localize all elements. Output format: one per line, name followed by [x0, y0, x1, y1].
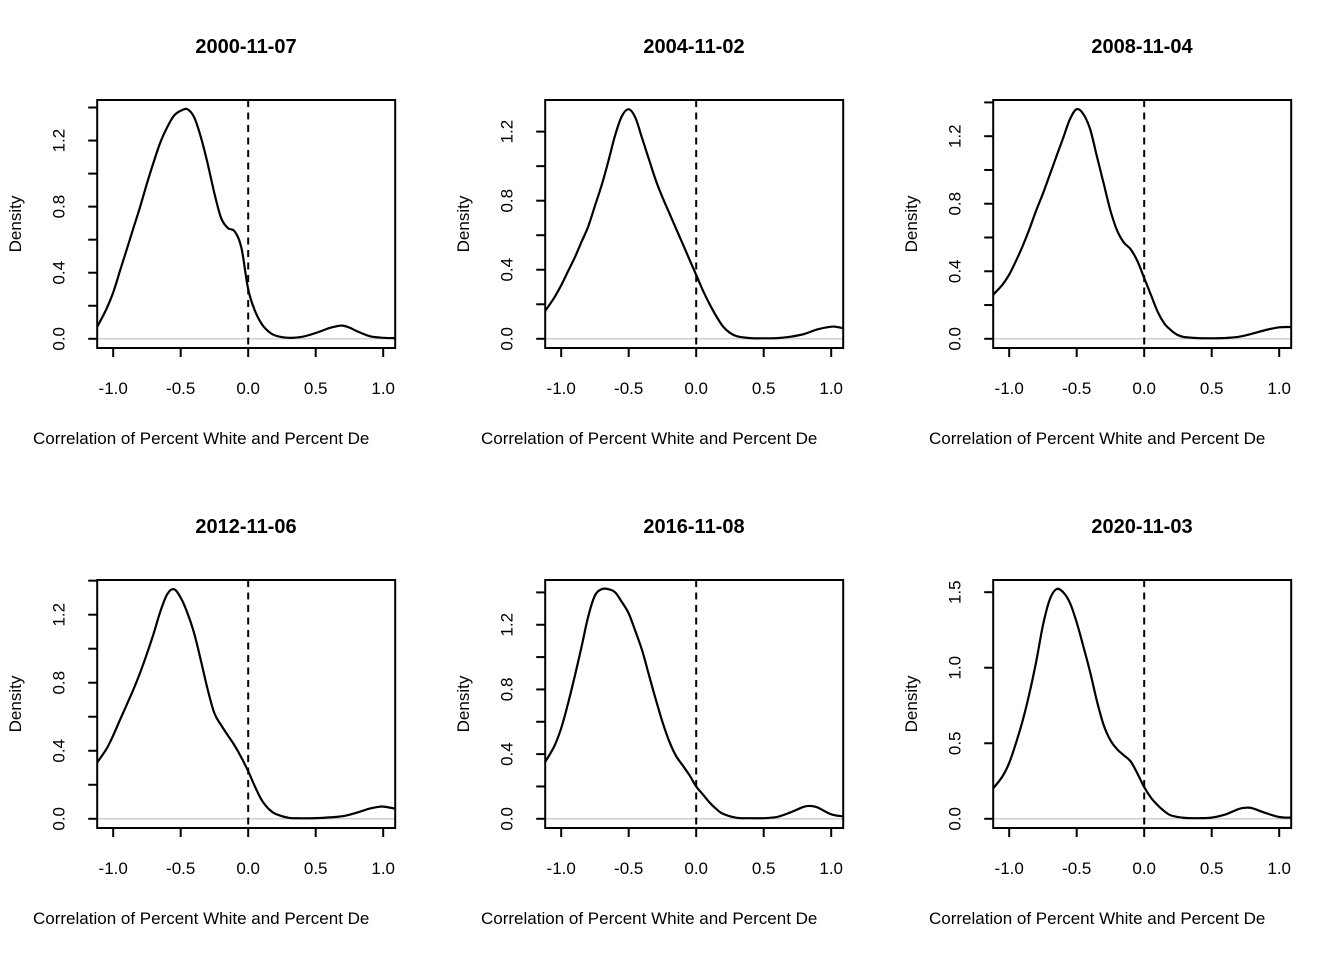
panel-title: 2008-11-04 — [1091, 36, 1193, 58]
x-axis-label: Correlation of Percent White and Percent… — [33, 909, 370, 928]
y-tick-label: 0.4 — [497, 742, 516, 766]
plot-box — [96, 99, 397, 349]
x-tick-label: 0.0 — [684, 379, 708, 398]
x-tick-label: 1.0 — [1267, 379, 1291, 398]
density-curve — [97, 107, 396, 340]
x-tick-label: 0.0 — [236, 379, 260, 398]
x-tick-label: -1.0 — [995, 859, 1024, 878]
y-axis-label: Density — [6, 675, 25, 733]
y-tick-label: 1.5 — [945, 580, 964, 604]
y-axis-label: Density — [902, 675, 921, 733]
plot-box — [544, 579, 845, 829]
x-axis-label: Correlation of Percent White and Percent… — [929, 909, 1266, 928]
density-curve — [993, 107, 1292, 340]
plot-box — [544, 99, 845, 349]
y-tick-label: 0.5 — [945, 731, 964, 755]
density-plot-canvas: -1.0 -0.5 0.0 0.5 1.0 0.0 0.5 1.0 1.5 — [945, 579, 1293, 878]
x-axis-label: Correlation of Percent White and Percent… — [929, 429, 1266, 448]
x-tick-label: 0.0 — [1132, 859, 1156, 878]
x-tick-label: -1.0 — [995, 379, 1024, 398]
panel-title: 2000-11-07 — [195, 36, 297, 58]
x-tick-label: -1.0 — [99, 859, 128, 878]
y-axis-label: Density — [902, 195, 921, 253]
y-tick-label: 0.8 — [946, 192, 965, 216]
x-tick-label: 1.0 — [1267, 859, 1291, 878]
y-tick-label: 0.8 — [50, 195, 69, 219]
y-tick-label: 0.0 — [49, 327, 68, 351]
y-tick-label: 0.0 — [945, 327, 964, 351]
plot-box — [992, 99, 1293, 349]
density-curve — [97, 588, 396, 820]
y-axis-label: Density — [454, 195, 473, 253]
panel-title: 2020-11-03 — [1091, 516, 1193, 538]
x-tick-label: -1.0 — [99, 379, 128, 398]
y-axis-label: Density — [454, 675, 473, 733]
panel-title: 2012-11-06 — [195, 516, 297, 538]
x-tick-label: -0.5 — [1062, 379, 1091, 398]
plot-box — [992, 579, 1293, 829]
y-tick-label: 0.4 — [49, 739, 68, 763]
x-tick-label: 0.5 — [752, 859, 776, 878]
y-tick-label: 0.0 — [945, 807, 964, 831]
x-tick-label: -0.5 — [166, 859, 195, 878]
panel-title: 2016-11-08 — [643, 516, 745, 538]
x-axis-label: Correlation of Percent White and Percent… — [481, 429, 818, 448]
density-plot-canvas: -1.0 -0.5 0.0 0.5 1.0 0.0 0.4 0.8 1.2 — [49, 99, 397, 398]
y-tick-label: 0.8 — [497, 189, 516, 213]
x-tick-label: -0.5 — [614, 379, 643, 398]
y-tick-label: 0.8 — [498, 678, 517, 702]
density-curve — [545, 587, 844, 820]
y-tick-label: 0.4 — [498, 258, 517, 282]
x-tick-label: 0.5 — [752, 379, 776, 398]
y-tick-label: 0.4 — [50, 261, 69, 285]
y-tick-label: 0.0 — [497, 807, 516, 831]
y-tick-label: 1.0 — [946, 656, 965, 680]
x-tick-label: 0.5 — [1200, 859, 1224, 878]
x-tick-label: 0.0 — [236, 859, 260, 878]
x-tick-label: 0.5 — [1200, 379, 1224, 398]
x-tick-label: 0.0 — [1132, 379, 1156, 398]
y-tick-label: 1.2 — [49, 603, 68, 627]
x-tick-label: -0.5 — [1062, 859, 1091, 878]
x-tick-label: 1.0 — [371, 859, 395, 878]
density-curve — [545, 108, 844, 340]
x-tick-label: 0.5 — [304, 859, 328, 878]
x-tick-label: 1.0 — [819, 859, 843, 878]
density-plot-canvas: -1.0 -0.5 0.0 0.5 1.0 0.0 0.4 0.8 1.2 — [497, 99, 845, 398]
x-tick-label: -1.0 — [547, 859, 576, 878]
panel-2004-11-02: -1.0 -0.5 0.0 0.5 1.0 0.0 0.4 0.8 1.2 2004-11-02… — [448, 0, 896, 480]
x-tick-label: -0.5 — [614, 859, 643, 878]
x-tick-label: 0.0 — [684, 859, 708, 878]
y-tick-label: 0.4 — [945, 259, 964, 283]
y-tick-label: 0.0 — [497, 327, 516, 351]
panel-2012-11-06: -1.0 -0.5 0.0 0.5 1.0 0.0 0.4 0.8 1.2 2012-11-06… — [0, 480, 448, 960]
y-tick-label: 0.8 — [50, 671, 69, 695]
panel-2020-11-03: -1.0 -0.5 0.0 0.5 1.0 0.0 0.5 1.0 1.5 2020-11-03… — [896, 480, 1344, 960]
density-plot-canvas: -1.0 -0.5 0.0 0.5 1.0 0.0 0.4 0.8 1.2 — [945, 99, 1293, 398]
y-tick-label: 1.2 — [498, 613, 517, 637]
plot-box — [96, 579, 397, 829]
density-plot-canvas: -1.0 -0.5 0.0 0.5 1.0 0.0 0.4 0.8 1.2 — [497, 579, 845, 878]
x-axis-label: Correlation of Percent White and Percent… — [481, 909, 818, 928]
panel-title: 2004-11-02 — [643, 36, 745, 58]
panel-2008-11-04: -1.0 -0.5 0.0 0.5 1.0 0.0 0.4 0.8 1.2 2008-11-04… — [896, 0, 1344, 480]
x-tick-label: 1.0 — [371, 379, 395, 398]
x-tick-label: -0.5 — [166, 379, 195, 398]
panel-2016-11-08: -1.0 -0.5 0.0 0.5 1.0 0.0 0.4 0.8 1.2 2016-11-08… — [448, 480, 896, 960]
density-plot-canvas: -1.0 -0.5 0.0 0.5 1.0 0.0 0.4 0.8 1.2 — [49, 579, 397, 878]
x-tick-label: -1.0 — [547, 379, 576, 398]
x-axis-label: Correlation of Percent White and Percent… — [33, 429, 370, 448]
y-tick-label: 1.2 — [497, 120, 516, 144]
y-tick-label: 1.2 — [945, 124, 964, 148]
y-axis-label: Density — [6, 195, 25, 253]
x-tick-label: 0.5 — [304, 379, 328, 398]
density-curve — [993, 587, 1292, 820]
y-tick-label: 1.2 — [49, 129, 68, 153]
x-tick-label: 1.0 — [819, 379, 843, 398]
y-tick-label: 0.0 — [49, 807, 68, 831]
panel-2000-11-07: -1.0 -0.5 0.0 0.5 1.0 0.0 0.4 0.8 1.2 2000-11-07… — [0, 0, 448, 480]
